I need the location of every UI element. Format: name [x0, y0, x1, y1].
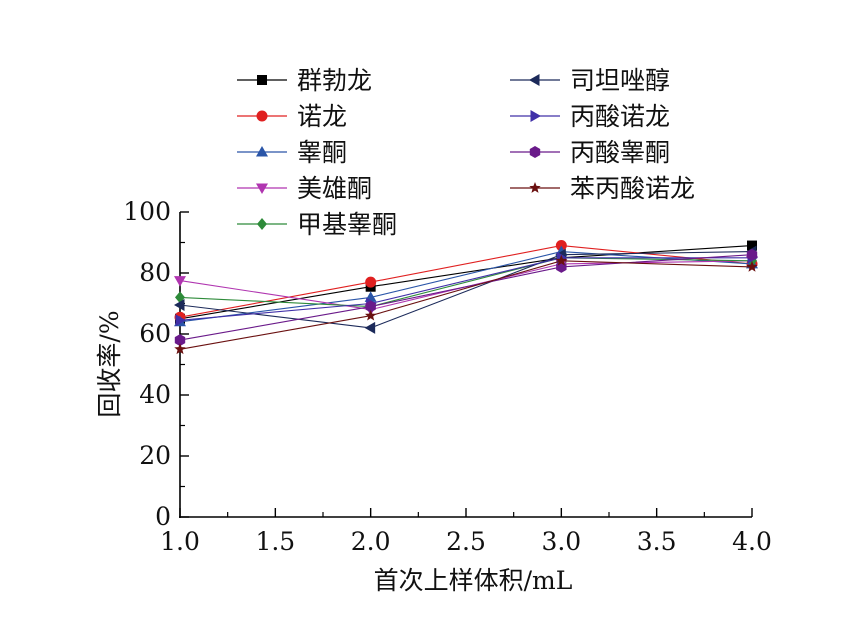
data-point	[555, 240, 567, 252]
y-tick-label: 0	[155, 502, 171, 531]
y-tick-label: 80	[139, 258, 171, 287]
series-line	[179, 260, 753, 311]
series-layer	[174, 240, 758, 355]
legend-item: 群勃龙	[237, 66, 372, 95]
data-point	[746, 260, 758, 272]
legend-label: 群勃龙	[297, 66, 372, 95]
series-line	[179, 245, 753, 320]
x-tick-label: 4.0	[732, 527, 772, 556]
data-point	[365, 276, 377, 288]
series-line	[179, 251, 753, 329]
series-5	[175, 251, 757, 313]
y-tick-label: 20	[139, 441, 171, 470]
series-4	[174, 256, 758, 316]
data-point	[365, 300, 376, 313]
data-point	[746, 248, 758, 261]
data-point	[174, 299, 185, 312]
legend-marker	[529, 146, 541, 158]
data-point	[364, 321, 376, 334]
legend-label: 甲基睾酮	[297, 210, 397, 239]
y-tick-label: 100	[123, 197, 171, 226]
legend-label: 丙酸睾酮	[570, 138, 670, 167]
legend-label: 睾酮	[297, 138, 347, 167]
x-tick-label: 2.5	[446, 527, 486, 556]
legend-item: 诺龙	[237, 102, 347, 131]
legend-item: 苯丙酸诺龙	[510, 174, 695, 203]
legend-marker	[529, 182, 541, 193]
x-tick-label: 3.0	[541, 527, 581, 556]
legend-item: 丙酸诺龙	[510, 102, 670, 131]
data-point	[555, 254, 568, 266]
legend-label: 司坦唑醇	[570, 66, 670, 95]
legend-marker	[256, 146, 268, 157]
x-tick-label: 2.0	[351, 527, 391, 556]
data-point	[747, 240, 757, 251]
series-line	[179, 260, 753, 350]
x-tick-label: 1.0	[160, 527, 200, 556]
x-tick-label: 3.5	[637, 527, 677, 556]
legend-item: 美雄酮	[237, 174, 372, 203]
legend-label: 美雄酮	[297, 174, 372, 203]
data-point	[175, 314, 186, 327]
series-8	[174, 248, 758, 347]
legend-item: 甲基睾酮	[237, 210, 397, 239]
series-line	[179, 257, 752, 321]
legend-marker	[256, 110, 268, 122]
y-tick-label: 40	[139, 380, 171, 409]
data-point	[364, 309, 377, 321]
legend-item: 司坦唑醇	[510, 66, 670, 95]
data-point	[174, 343, 186, 355]
data-point	[174, 276, 186, 287]
legend-marker	[530, 110, 541, 122]
legend-marker	[256, 183, 268, 194]
series-line	[179, 257, 753, 308]
legend-marker	[257, 75, 267, 85]
x-axis-title: 首次上样体积/mL	[374, 566, 573, 595]
x-tick-label: 1.5	[255, 527, 295, 556]
legend-marker	[529, 74, 540, 86]
legend-label: 丙酸诺龙	[570, 102, 670, 131]
legend-label: 诺龙	[297, 102, 347, 131]
series-9	[174, 254, 758, 355]
series-line	[179, 254, 753, 341]
data-point	[174, 334, 186, 347]
legend-item: 丙酸睾酮	[510, 138, 670, 167]
legend-item: 睾酮	[237, 138, 347, 167]
legend-marker	[257, 218, 267, 230]
y-axis-title: 回收率/%	[95, 310, 124, 417]
series-line	[179, 245, 753, 318]
y-tick-label: 60	[139, 319, 171, 348]
legend-label: 苯丙酸诺龙	[570, 174, 695, 203]
axes: 1.0 1.5 2.0 2.5 3.0 3.5 4.0 0 20 40 60 80 100	[123, 197, 772, 556]
